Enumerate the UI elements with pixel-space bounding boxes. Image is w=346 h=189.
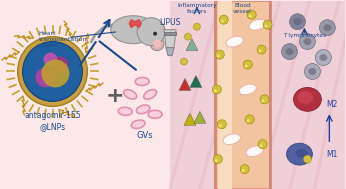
Ellipse shape xyxy=(239,84,256,95)
Polygon shape xyxy=(186,39,198,51)
Text: GVs: GVs xyxy=(137,131,153,140)
Ellipse shape xyxy=(251,24,261,29)
Ellipse shape xyxy=(285,48,293,55)
Text: LIPUS: LIPUS xyxy=(159,18,181,27)
Polygon shape xyxy=(164,30,176,48)
Circle shape xyxy=(262,99,265,102)
Text: +: + xyxy=(106,86,125,106)
Text: Heart
transplantation
model: Heart transplantation model xyxy=(38,31,87,48)
Polygon shape xyxy=(129,20,141,28)
Ellipse shape xyxy=(293,18,301,25)
Circle shape xyxy=(245,115,254,124)
Ellipse shape xyxy=(135,77,149,85)
Ellipse shape xyxy=(111,16,156,44)
Ellipse shape xyxy=(308,68,316,75)
Circle shape xyxy=(217,55,220,58)
Ellipse shape xyxy=(163,29,165,31)
Circle shape xyxy=(153,40,161,48)
Ellipse shape xyxy=(223,134,240,145)
Circle shape xyxy=(304,64,320,79)
Circle shape xyxy=(247,119,250,122)
Circle shape xyxy=(316,50,331,66)
Ellipse shape xyxy=(324,24,331,31)
Circle shape xyxy=(219,124,222,127)
Polygon shape xyxy=(190,75,202,88)
Circle shape xyxy=(193,23,200,30)
Circle shape xyxy=(18,37,87,106)
Circle shape xyxy=(245,64,248,67)
Ellipse shape xyxy=(319,54,327,61)
Circle shape xyxy=(265,25,267,28)
Polygon shape xyxy=(179,78,191,90)
Circle shape xyxy=(22,42,82,101)
Ellipse shape xyxy=(124,90,137,99)
Circle shape xyxy=(181,58,188,65)
Text: T lymphocytes: T lymphocytes xyxy=(283,33,326,38)
Ellipse shape xyxy=(303,38,311,45)
Text: M2: M2 xyxy=(326,100,338,109)
Circle shape xyxy=(319,20,335,36)
Circle shape xyxy=(247,10,256,19)
Ellipse shape xyxy=(298,91,313,104)
Circle shape xyxy=(240,165,249,174)
Ellipse shape xyxy=(241,89,251,94)
Circle shape xyxy=(263,20,272,29)
Text: M1: M1 xyxy=(326,150,338,159)
Circle shape xyxy=(259,50,262,53)
Circle shape xyxy=(184,33,191,40)
Text: antagomir-155
@LNPs: antagomir-155 @LNPs xyxy=(24,111,81,131)
Polygon shape xyxy=(215,1,270,189)
Polygon shape xyxy=(184,113,196,125)
Ellipse shape xyxy=(144,90,156,99)
Polygon shape xyxy=(166,48,174,56)
Circle shape xyxy=(213,155,222,164)
Ellipse shape xyxy=(295,149,308,158)
Circle shape xyxy=(260,95,269,104)
Circle shape xyxy=(303,155,311,163)
Circle shape xyxy=(257,45,266,54)
Ellipse shape xyxy=(246,146,263,156)
Circle shape xyxy=(36,67,55,88)
Ellipse shape xyxy=(249,19,266,30)
Circle shape xyxy=(215,50,224,59)
Polygon shape xyxy=(164,32,176,35)
Ellipse shape xyxy=(286,143,312,165)
Circle shape xyxy=(260,144,263,147)
Polygon shape xyxy=(170,1,345,189)
Text: Inflammatory
factors: Inflammatory factors xyxy=(177,3,217,14)
Circle shape xyxy=(212,85,221,94)
Polygon shape xyxy=(194,111,206,123)
Ellipse shape xyxy=(131,120,145,129)
Ellipse shape xyxy=(228,41,238,46)
Circle shape xyxy=(219,15,228,24)
Circle shape xyxy=(282,44,298,60)
Circle shape xyxy=(53,57,69,73)
Ellipse shape xyxy=(148,110,162,118)
Circle shape xyxy=(137,18,165,46)
Circle shape xyxy=(258,140,267,149)
Circle shape xyxy=(44,53,57,67)
Circle shape xyxy=(221,20,224,23)
Ellipse shape xyxy=(136,105,150,114)
Ellipse shape xyxy=(118,107,132,115)
Circle shape xyxy=(153,32,157,36)
Circle shape xyxy=(215,159,218,162)
Circle shape xyxy=(243,60,252,69)
Circle shape xyxy=(242,169,245,172)
Circle shape xyxy=(42,60,70,88)
Ellipse shape xyxy=(293,88,321,111)
Polygon shape xyxy=(218,1,232,189)
Circle shape xyxy=(300,34,316,50)
Ellipse shape xyxy=(226,36,244,47)
Circle shape xyxy=(214,89,217,92)
Ellipse shape xyxy=(225,139,235,144)
Circle shape xyxy=(290,14,306,30)
Ellipse shape xyxy=(248,150,257,156)
Text: Blood
vessel: Blood vessel xyxy=(233,3,252,14)
Circle shape xyxy=(249,15,252,18)
Circle shape xyxy=(150,37,164,51)
Circle shape xyxy=(217,120,226,129)
